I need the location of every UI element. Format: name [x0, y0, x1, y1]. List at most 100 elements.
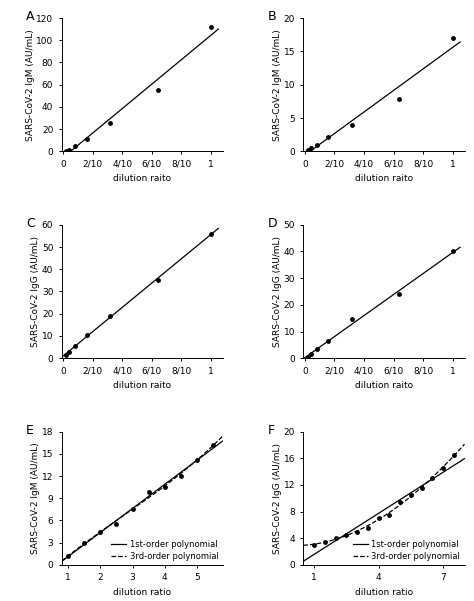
3rd-order polynomial	[301, 542, 306, 549]
3rd-order polynomial	[396, 502, 402, 509]
3rd-order polynomial	[205, 447, 210, 454]
Point	[321, 537, 328, 546]
Point	[450, 450, 457, 460]
3rd-order polynomial	[59, 557, 64, 564]
Point	[304, 352, 311, 362]
1st-order polynomial	[195, 456, 201, 463]
3rd-order polynomial	[396, 502, 401, 510]
3rd-order polynomial	[154, 488, 160, 495]
Point	[154, 276, 162, 285]
Point	[449, 33, 456, 43]
Line: 1st-order polynomial: 1st-order polynomial	[303, 459, 465, 561]
1st-order polynomial	[154, 486, 160, 493]
Point	[145, 487, 153, 497]
Line: 3rd-order polynomial: 3rd-order polynomial	[303, 444, 465, 545]
3rd-order polynomial	[220, 433, 226, 440]
Point	[325, 336, 332, 346]
Point	[207, 229, 215, 239]
Point	[348, 315, 356, 325]
Y-axis label: SARS-CoV-2 IgG (AU/mL): SARS-CoV-2 IgG (AU/mL)	[31, 236, 40, 347]
1st-order polynomial	[301, 558, 306, 565]
Point	[364, 523, 372, 533]
Point	[449, 246, 456, 256]
Point	[353, 527, 361, 537]
Point	[107, 311, 114, 321]
Point	[62, 146, 70, 156]
Point	[177, 471, 185, 481]
Point	[304, 145, 311, 155]
Point	[71, 142, 79, 151]
Point	[107, 118, 114, 127]
X-axis label: dilution raito: dilution raito	[355, 381, 413, 390]
Text: E: E	[26, 424, 34, 436]
Point	[65, 145, 73, 154]
Point	[396, 497, 404, 507]
Point	[348, 120, 356, 130]
Point	[210, 440, 217, 450]
1st-order polynomial	[59, 557, 65, 564]
Text: B: B	[268, 10, 276, 23]
3rd-order polynomial	[301, 542, 307, 549]
Point	[396, 289, 403, 299]
Legend: 1st-order polynomial, 3rd-order polynomial: 1st-order polynomial, 3rd-order polynomi…	[111, 540, 219, 561]
Point	[207, 22, 215, 32]
Point	[97, 527, 104, 537]
Line: 3rd-order polynomial: 3rd-order polynomial	[62, 436, 223, 561]
1st-order polynomial	[447, 465, 452, 472]
Point	[65, 347, 73, 356]
X-axis label: dilution raito: dilution raito	[355, 174, 413, 183]
Point	[407, 490, 415, 499]
Text: A: A	[26, 10, 35, 23]
Line: 1st-order polynomial: 1st-order polynomial	[62, 441, 223, 561]
1st-order polynomial	[59, 558, 64, 565]
Point	[385, 510, 393, 520]
1st-order polynomial	[399, 495, 405, 502]
1st-order polynomial	[396, 497, 401, 504]
Point	[313, 344, 320, 353]
X-axis label: dilution ratio: dilution ratio	[113, 588, 171, 597]
3rd-order polynomial	[437, 467, 442, 474]
X-axis label: dilution ratio: dilution ratio	[355, 588, 413, 597]
Point	[154, 85, 162, 95]
Y-axis label: SARS-CoV-2 IgG (AU/mL): SARS-CoV-2 IgG (AU/mL)	[273, 443, 282, 554]
3rd-order polynomial	[399, 500, 405, 507]
Point	[62, 350, 70, 359]
Y-axis label: SARS-CoV-2 IgM (AU/mL): SARS-CoV-2 IgM (AU/mL)	[273, 29, 282, 141]
Text: F: F	[268, 424, 275, 436]
1st-order polynomial	[437, 471, 442, 478]
X-axis label: dilution raito: dilution raito	[113, 381, 171, 390]
3rd-order polynomial	[462, 441, 467, 448]
1st-order polynomial	[155, 486, 160, 493]
3rd-order polynomial	[155, 487, 160, 495]
Point	[83, 135, 91, 144]
Point	[113, 519, 120, 529]
Point	[193, 455, 201, 465]
1st-order polynomial	[301, 557, 307, 564]
1st-order polynomial	[220, 438, 226, 445]
Legend: 1st-order polynomial, 3rd-order polynomial: 1st-order polynomial, 3rd-order polynomi…	[353, 540, 460, 561]
Point	[310, 540, 318, 550]
Point	[418, 483, 425, 493]
Y-axis label: SARS-CoV-2 IgM (AU/mL): SARS-CoV-2 IgM (AU/mL)	[31, 442, 40, 554]
3rd-order polynomial	[447, 457, 452, 464]
Y-axis label: SARS-CoV-2 IgM (AU/mL): SARS-CoV-2 IgM (AU/mL)	[26, 29, 35, 141]
Point	[71, 341, 79, 351]
1st-order polynomial	[396, 496, 402, 504]
3rd-order polynomial	[195, 456, 201, 463]
Point	[375, 513, 383, 523]
Point	[439, 463, 447, 473]
1st-order polynomial	[205, 448, 210, 456]
Y-axis label: SARS-CoV-2 IgG (AU/mL): SARS-CoV-2 IgG (AU/mL)	[273, 236, 282, 347]
X-axis label: dilution raito: dilution raito	[113, 174, 171, 183]
Point	[343, 530, 350, 540]
1st-order polynomial	[157, 484, 163, 491]
Point	[81, 538, 88, 548]
Point	[161, 483, 169, 492]
3rd-order polynomial	[59, 557, 65, 564]
Point	[83, 330, 91, 340]
1st-order polynomial	[462, 455, 467, 462]
Text: D: D	[268, 217, 278, 230]
Point	[325, 132, 332, 142]
Point	[64, 551, 72, 561]
Point	[307, 143, 315, 153]
